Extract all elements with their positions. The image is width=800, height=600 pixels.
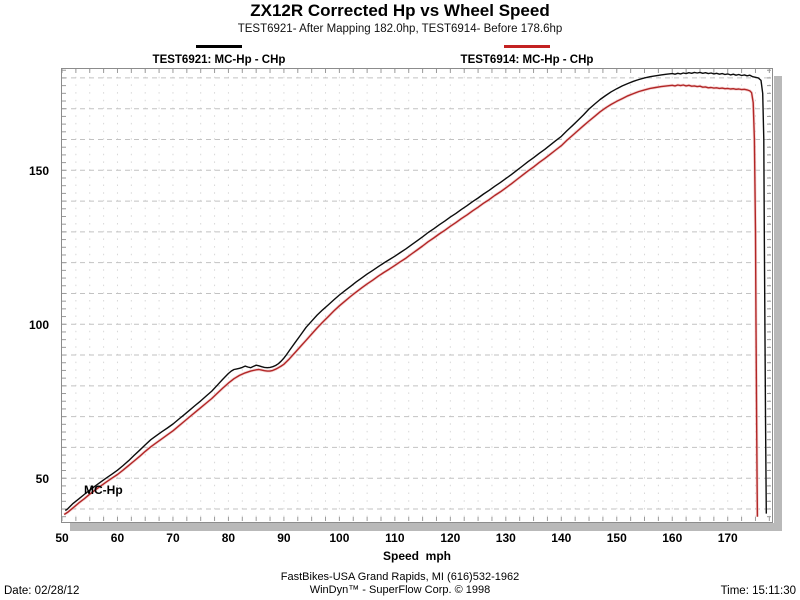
legend-label-before: TEST6914: MC-Hp - CHp xyxy=(460,54,594,66)
footer-shop-info: FastBikes-USA Grand Rapids, MI (616)532-… xyxy=(280,571,520,583)
legend-entry-after: TEST6921: MC-Hp - CHp xyxy=(139,42,299,66)
time-stamp: Time: 15:11:30 xyxy=(720,585,796,597)
x-tick-label: 70 xyxy=(166,531,180,545)
x-tick-label: 140 xyxy=(551,531,572,545)
legend-swatch-black-line xyxy=(196,45,242,48)
after-mapping-curve xyxy=(64,71,767,514)
before-mapping-curve xyxy=(63,84,759,517)
footer-software-info: WinDyn™ - SuperFlow Corp. © 1998 xyxy=(309,584,491,596)
y-tick-label: 150 xyxy=(28,163,49,178)
x-tick-label: 120 xyxy=(440,531,461,545)
chart-subtitle: TEST6921- After Mapping 182.0hp, TEST691… xyxy=(237,23,563,35)
x-tick-label: 50 xyxy=(55,531,69,545)
x-tick-label: 90 xyxy=(277,531,291,545)
plot-drop-shadow-bottom xyxy=(70,523,782,531)
x-tick-label: 80 xyxy=(221,531,236,545)
legend-entry-before: TEST6914: MC-Hp - CHp xyxy=(447,42,607,66)
x-tick-label: 150 xyxy=(606,531,627,545)
plot-drop-shadow-right xyxy=(774,76,782,531)
x-tick-label: 160 xyxy=(662,531,683,545)
legend-label-after: TEST6921: MC-Hp - CHp xyxy=(152,54,286,66)
before-curve-halo xyxy=(63,83,759,517)
legend-swatch-red-line xyxy=(504,45,550,48)
x-tick-label: 100 xyxy=(329,531,350,545)
x-tick-label: 130 xyxy=(495,531,516,545)
y-tick-label: 100 xyxy=(28,317,49,332)
x-tick-label: 170 xyxy=(717,531,738,545)
curve-annotation-mc-hp: MC-Hp xyxy=(84,483,123,497)
date-stamp: Date: 02/28/12 xyxy=(4,585,80,597)
dyno-chart-plot xyxy=(62,69,771,521)
y-tick-label: 50 xyxy=(35,471,49,486)
x-tick-label: 110 xyxy=(385,531,405,545)
x-axis-title: Speed mph xyxy=(382,549,451,563)
x-tick-label: 60 xyxy=(110,531,125,545)
chart-title: ZX12R Corrected Hp vs Wheel Speed xyxy=(250,1,550,20)
